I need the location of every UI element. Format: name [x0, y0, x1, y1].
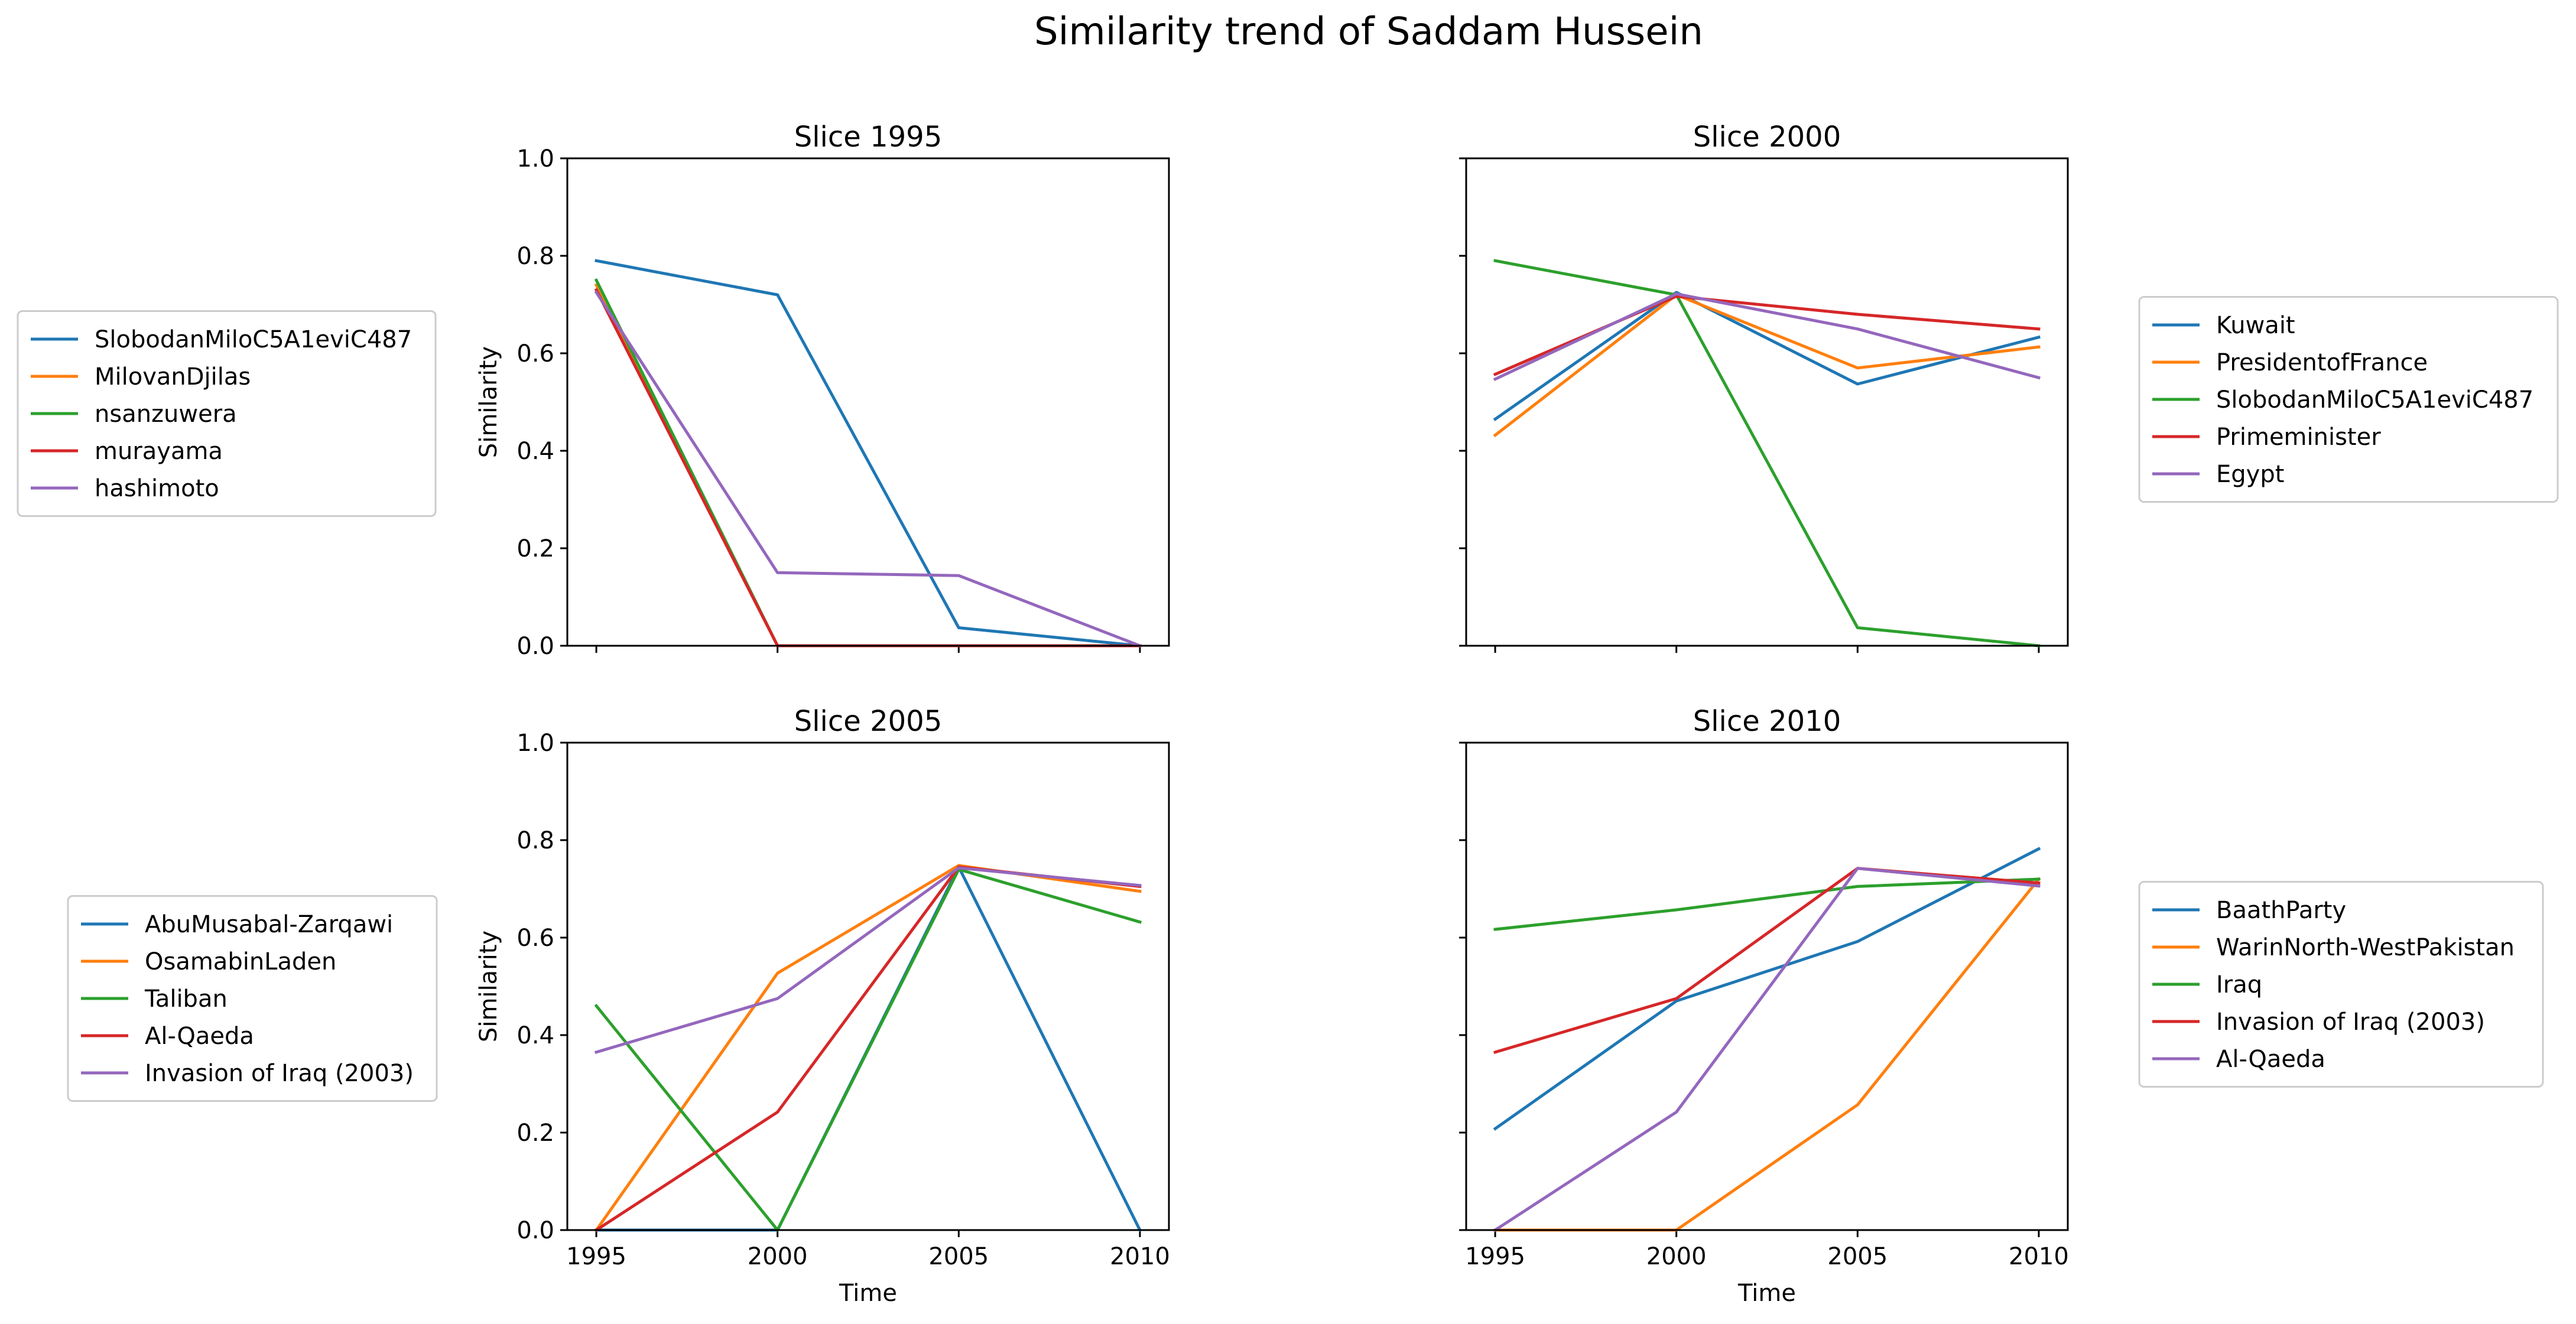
subplot-title: Slice 2000	[1693, 121, 1841, 154]
legend-entry: MilovanDjilas	[95, 363, 251, 391]
subplot-2: Slice 2000 Kuwait PresidentofFrance Sloboda…	[1459, 121, 2559, 653]
legend: Kuwait PresidentofFrance SlobodanMiloC5A1e…	[2138, 296, 2559, 503]
legend-entry: Iraq	[2216, 971, 2262, 998]
figure-title: Similarity trend of Saddam Hussein	[1034, 10, 1703, 54]
y-tick-label: 0.8	[517, 243, 554, 270]
series-line	[594, 283, 1142, 648]
x-tick-label: 2000	[748, 1243, 808, 1270]
series-line	[594, 868, 1142, 1232]
legend: SlobodanMiloC5A1eviC487 MilovanDjilas nsan…	[17, 310, 437, 517]
legend-entry: AbuMusabal-Zarqawi	[145, 911, 393, 938]
y-tick-label: 0.2	[517, 535, 554, 562]
subplot-1: Slice 1995 0.0 0.2 0.4 0.6 0.8 1.0 Similarity Sl…	[17, 121, 1170, 660]
legend-entry: PresidentofFrance	[2216, 349, 2428, 376]
legend-entry: Al-Qaeda	[145, 1023, 254, 1050]
y-tick-label: 0.0	[517, 633, 554, 660]
series-line	[595, 259, 1142, 648]
legend-entry: hashimoto	[95, 475, 219, 502]
legend-frame	[17, 310, 437, 517]
y-tick-label: 0.2	[517, 1120, 554, 1147]
legend: BaathParty WarinNorth-WestPakistan Iraq Inv…	[2138, 881, 2544, 1088]
series-line	[1493, 867, 2041, 1232]
x-tick-label: 2005	[928, 1243, 989, 1270]
legend-entry: Invasion of Iraq (2003)	[2216, 1009, 2485, 1036]
series-line	[1493, 291, 2041, 421]
x-tick-label: 1995	[1465, 1243, 1525, 1270]
y-axis-label: Similarity	[475, 346, 502, 458]
legend-entry: Invasion of Iraq (2003)	[145, 1060, 414, 1087]
series-line	[1493, 259, 2041, 648]
series-line	[594, 866, 1142, 1055]
legend-entry: Primeminister	[2216, 424, 2381, 451]
legend-frame	[67, 895, 438, 1102]
legend-entry: WarinNorth-WestPakistan	[2216, 934, 2515, 961]
legend-frame	[2138, 296, 2559, 503]
y-tick-label: 0.4	[517, 1022, 554, 1049]
x-tick-label: 2010	[1110, 1243, 1170, 1270]
legend-frame	[2138, 881, 2544, 1088]
legend-entry: SlobodanMiloC5A1eviC487	[95, 326, 412, 353]
series-line	[1493, 293, 2041, 438]
series-line	[594, 288, 1142, 648]
subplot-title: Slice 2010	[1693, 705, 1841, 738]
legend-entry: SlobodanMiloC5A1eviC487	[2216, 386, 2533, 414]
subplot-4: Slice 2010 1995 2000 2005 2010 Time BaathParty…	[1459, 705, 2544, 1307]
legend: AbuMusabal-Zarqawi OsamabinLaden Taliban Al…	[67, 895, 438, 1102]
axes-frame	[566, 157, 1170, 647]
subplot-3: Slice 2005 0.0 0.2 0.4 0.6 0.8 1.0 1995 2000 2005…	[67, 705, 1170, 1307]
y-tick-label: 0.6	[517, 340, 554, 367]
x-axis-label: Time	[1737, 1280, 1796, 1307]
series-line	[1493, 292, 2041, 382]
series-line	[594, 864, 1142, 1232]
y-tick-label: 0.0	[517, 1217, 554, 1244]
y-tick-label: 0.4	[517, 438, 554, 465]
legend-entry: murayama	[95, 438, 223, 465]
subplot-title: Slice 1995	[794, 121, 942, 154]
series-line	[594, 290, 1142, 648]
axes-frame	[1465, 157, 2069, 647]
y-tick-label: 1.0	[517, 145, 554, 173]
legend-entry: nsanzuwera	[95, 401, 237, 428]
legend-entry: Taliban	[144, 985, 228, 1013]
legend-entry: Egypt	[2216, 461, 2284, 488]
y-tick-label: 0.8	[517, 827, 554, 854]
legend-entry: BaathParty	[2216, 897, 2346, 924]
series-line	[1493, 847, 2041, 1131]
plots-container: Slice 19950.00.20.40.60.81.0SimilaritySl…	[17, 121, 2559, 1307]
y-tick-label: 1.0	[517, 730, 554, 757]
legend-entry: Al-Qaeda	[2216, 1046, 2325, 1073]
x-axis-label: Time	[839, 1280, 897, 1307]
series-line	[1493, 877, 2041, 931]
x-tick-label: 1995	[566, 1243, 626, 1270]
subplot-title: Slice 2005	[794, 705, 942, 738]
x-tick-label: 2005	[1827, 1243, 1888, 1270]
y-tick-label: 0.6	[517, 925, 554, 952]
legend-entry: Kuwait	[2216, 312, 2295, 339]
x-tick-label: 2010	[2009, 1243, 2069, 1270]
axes-frame	[1465, 741, 2069, 1231]
y-axis-label: Similarity	[475, 931, 502, 1042]
axes-frame	[566, 741, 1170, 1231]
legend-entry: OsamabinLaden	[145, 948, 336, 975]
series-line	[1493, 867, 2041, 1055]
x-tick-label: 2000	[1646, 1243, 1707, 1270]
